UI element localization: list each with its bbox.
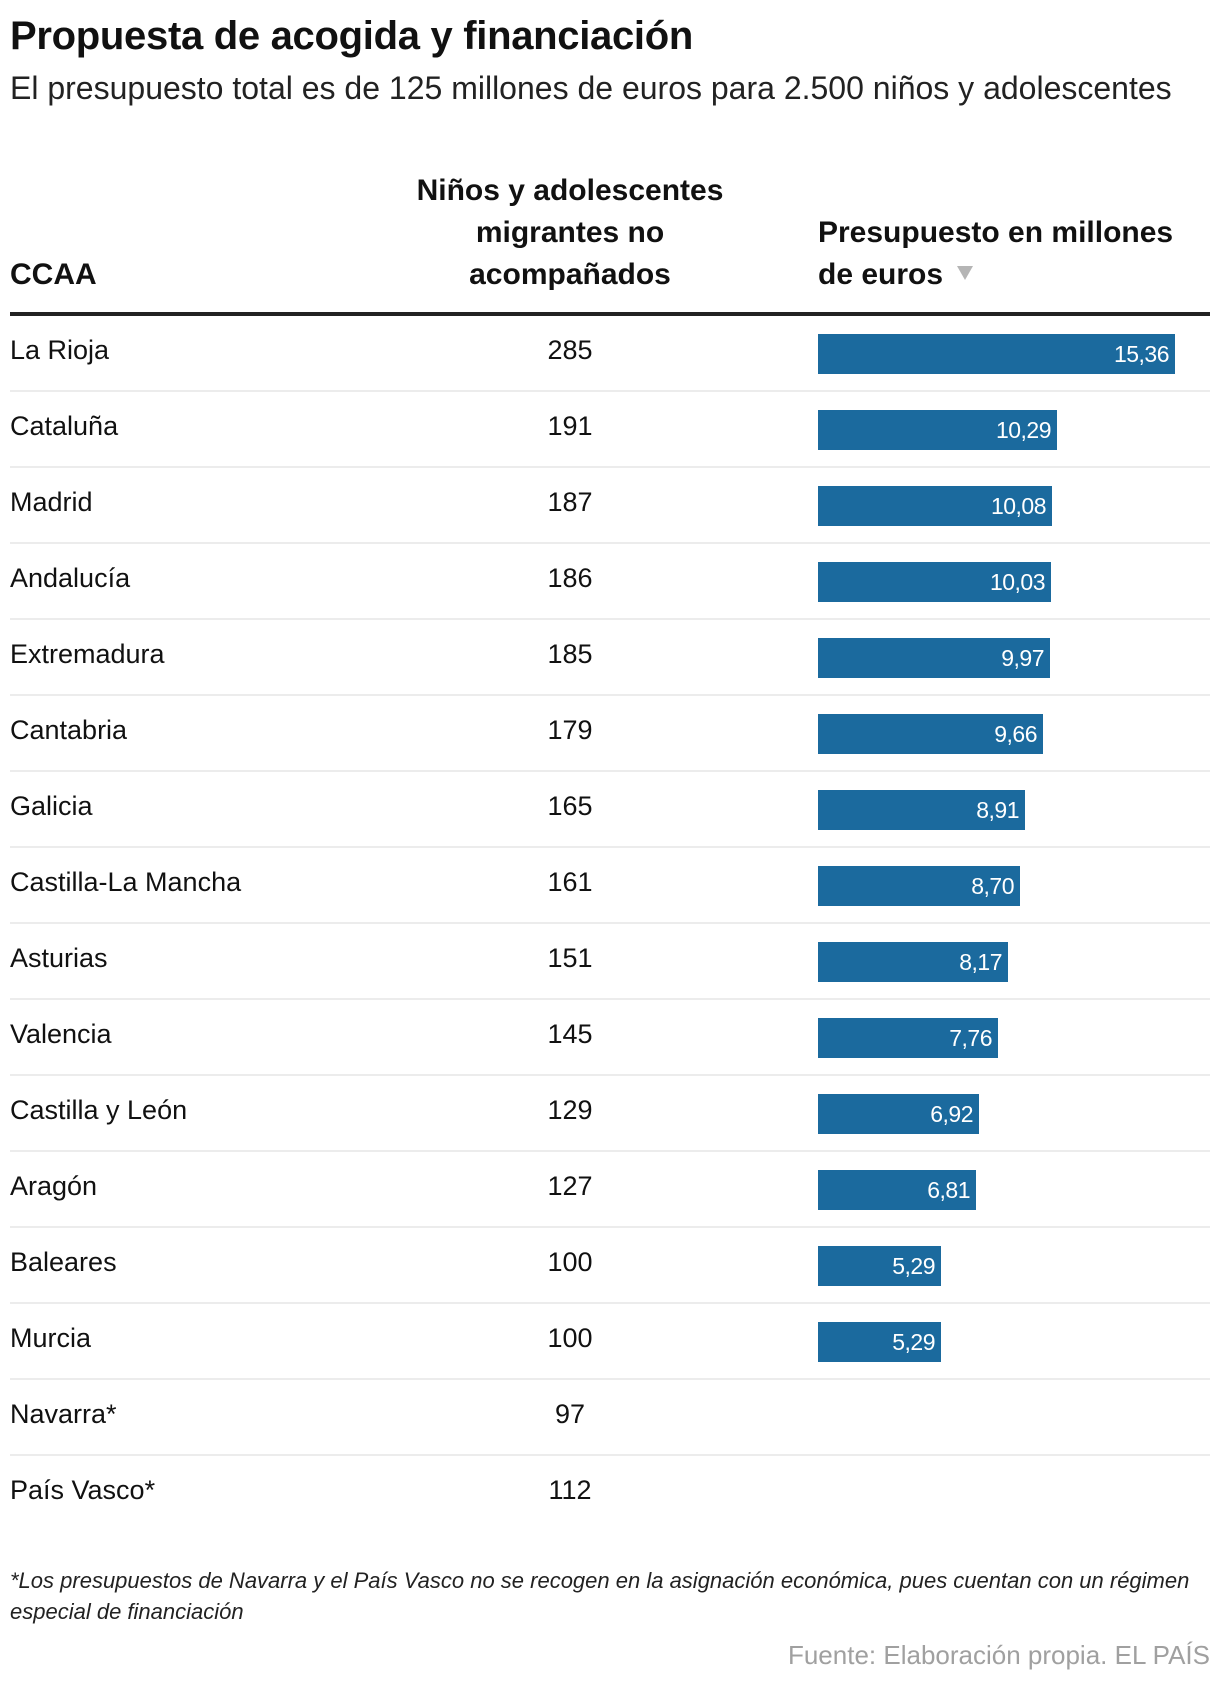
budget-bar: 10,08 — [818, 486, 1052, 526]
table-row: Cantabria 179 9,66 — [10, 696, 1210, 772]
cell-ninos: 161 — [547, 867, 593, 897]
budget-bar-label: 8,70 — [971, 873, 1014, 899]
table-row: Asturias 151 8,17 — [10, 924, 1210, 1000]
table-row: Extremadura 185 9,97 — [10, 620, 1210, 696]
cell-ccaa: Valencia — [10, 1019, 112, 1049]
triangle-down-icon[interactable] — [957, 266, 974, 280]
table-row: Valencia 145 7,76 — [10, 1000, 1210, 1076]
table-row: Baleares 100 5,29 — [10, 1228, 1210, 1304]
budget-bar: 10,29 — [818, 410, 1057, 450]
cell-ninos: 145 — [547, 1019, 593, 1049]
cell-ninos: 151 — [547, 943, 593, 973]
table-row: Aragón 127 6,81 — [10, 1152, 1210, 1228]
cell-ccaa: Asturias — [10, 943, 108, 973]
budget-bar-label: 6,92 — [930, 1101, 973, 1127]
budget-bar: 5,29 — [818, 1246, 941, 1286]
table-row: Cataluña 191 10,29 — [10, 392, 1210, 468]
chart-subtitle: El presupuesto total es de 125 millones … — [10, 70, 1172, 106]
budget-bar: 8,91 — [818, 790, 1025, 830]
table-row: Navarra* 97 — [10, 1380, 1210, 1456]
budget-bar: 9,66 — [818, 714, 1043, 754]
budget-bar: 9,97 — [818, 638, 1050, 678]
cell-ccaa: Navarra* — [10, 1399, 117, 1429]
budget-bar-label: 9,66 — [994, 721, 1037, 747]
cell-ccaa: Murcia — [10, 1323, 92, 1353]
budget-bar: 5,29 — [818, 1322, 941, 1362]
cell-ccaa: Baleares — [10, 1247, 117, 1277]
cell-ninos: 100 — [547, 1247, 593, 1277]
cell-ccaa: Castilla y León — [10, 1095, 188, 1125]
budget-bar-label: 9,97 — [1001, 645, 1044, 671]
cell-ninos: 191 — [547, 411, 593, 441]
budget-bar-label: 5,29 — [892, 1329, 935, 1355]
column-header-ccaa[interactable]: CCAA — [10, 258, 97, 291]
cell-ninos: 186 — [547, 563, 593, 593]
cell-ninos: 129 — [547, 1095, 593, 1125]
cell-ccaa: La Rioja — [10, 335, 110, 365]
cell-ccaa: Cataluña — [10, 411, 119, 441]
cell-ccaa: Galicia — [10, 791, 93, 821]
table-row: La Rioja 285 15,36 — [10, 316, 1210, 392]
table-row: Murcia 100 5,29 — [10, 1304, 1210, 1380]
budget-bar: 10,03 — [818, 562, 1051, 602]
cell-ccaa: Madrid — [10, 487, 93, 517]
column-header-ninos[interactable]: Niños y adolescentes migrantes no acompa… — [416, 174, 724, 291]
budget-bar-label: 8,17 — [959, 949, 1002, 975]
column-header-presupuesto[interactable]: Presupuesto en millones de euros — [818, 212, 1208, 296]
budget-bar-label: 15,36 — [1113, 341, 1170, 367]
cell-ninos: 285 — [547, 335, 593, 365]
chart-title: Propuesta de acogida y financiación — [10, 14, 694, 58]
header-divider — [10, 312, 1210, 316]
table-row: Castilla-La Mancha 161 8,70 — [10, 848, 1210, 924]
table-row: Madrid 187 10,08 — [10, 468, 1210, 544]
cell-ninos: 165 — [547, 791, 593, 821]
cell-ninos: 112 — [548, 1475, 592, 1505]
budget-bar-label: 5,29 — [892, 1253, 935, 1279]
budget-bar-label: 6,81 — [927, 1177, 970, 1203]
source-credit: Fuente: Elaboración propia. EL PAÍS — [787, 1640, 1210, 1670]
cell-ccaa: Andalucía — [10, 563, 131, 593]
table-row: País Vasco* 112 — [10, 1456, 1210, 1530]
cell-ninos: 127 — [547, 1171, 593, 1201]
cell-ccaa: Castilla-La Mancha — [10, 867, 242, 897]
cell-ninos: 179 — [547, 715, 593, 745]
cell-ccaa: Extremadura — [10, 639, 165, 669]
table-body: La Rioja 285 15,36 Cataluña 191 10,29 Madrid 18… — [10, 316, 1210, 1530]
table-row: Andalucía 186 10,03 — [10, 544, 1210, 620]
budget-bar: 8,70 — [818, 866, 1020, 906]
cell-ninos: 97 — [554, 1399, 586, 1429]
budget-bar: 8,17 — [818, 942, 1008, 982]
cell-ninos: 187 — [547, 487, 593, 517]
cell-ccaa: País Vasco* — [10, 1475, 156, 1505]
budget-bar-label: 8,91 — [976, 797, 1019, 823]
table-row: Castilla y León 129 6,92 — [10, 1076, 1210, 1152]
budget-bar: 7,76 — [818, 1018, 998, 1058]
budget-bar-label: 7,76 — [949, 1025, 992, 1051]
cell-ccaa: Aragón — [10, 1171, 98, 1201]
budget-bar-label: 10,08 — [990, 493, 1047, 519]
budget-bar-label: 10,03 — [989, 569, 1046, 595]
budget-bar: 15,36 — [818, 334, 1175, 374]
footnote: *Los presupuestos de Navarra y el País V… — [10, 1568, 1190, 1624]
column-header-presupuesto-label: Presupuesto en millones de euros — [818, 216, 1174, 291]
table-row: Galicia 165 8,91 — [10, 772, 1210, 848]
cell-ccaa: Cantabria — [10, 715, 128, 745]
budget-bar-label: 10,29 — [995, 417, 1052, 443]
cell-ninos: 185 — [547, 639, 593, 669]
budget-bar: 6,81 — [818, 1170, 976, 1210]
budget-bar: 6,92 — [818, 1094, 979, 1134]
cell-ninos: 100 — [547, 1323, 593, 1353]
